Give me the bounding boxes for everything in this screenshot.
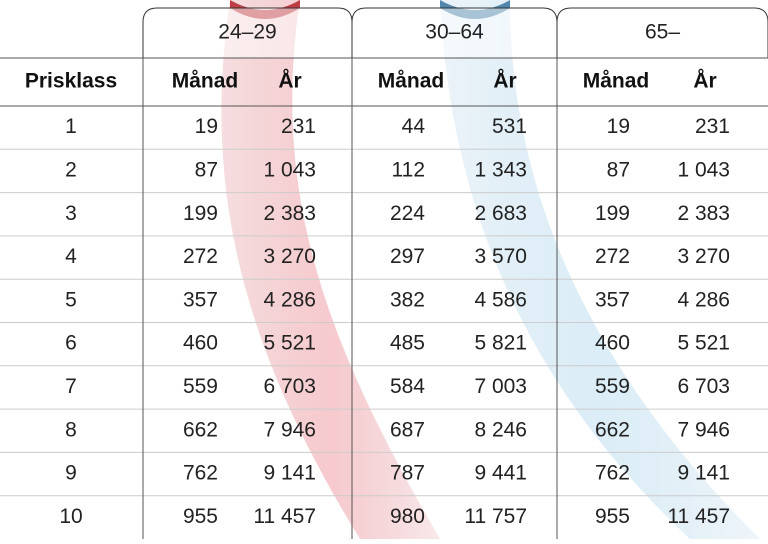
table-cell: 87 bbox=[607, 158, 630, 181]
background-decoration bbox=[221, 0, 440, 539]
table-cell: 9 bbox=[65, 462, 77, 485]
table-cell: 3 270 bbox=[677, 245, 730, 268]
table-cell: 6 703 bbox=[263, 375, 316, 398]
table-cell: 11 757 bbox=[464, 505, 527, 528]
table-cell: 357 bbox=[595, 288, 630, 311]
table-cell: 1 343 bbox=[474, 158, 527, 181]
table-cell: 5 521 bbox=[677, 332, 730, 355]
table-cell: 6 703 bbox=[677, 375, 730, 398]
table-cell: 9 441 bbox=[474, 462, 527, 485]
table-cell: 9 141 bbox=[677, 462, 730, 485]
table-cell: 460 bbox=[183, 332, 218, 355]
table-cell: 7 003 bbox=[474, 375, 527, 398]
table-cell: 584 bbox=[390, 375, 425, 398]
table-cell: 980 bbox=[390, 505, 425, 528]
column-header: År bbox=[493, 69, 516, 93]
background-decoration bbox=[440, 0, 760, 539]
table-cell: 272 bbox=[595, 245, 630, 268]
table-cell: 7 bbox=[65, 375, 77, 398]
table-cell: 2 bbox=[65, 158, 77, 181]
table-cell: 4 586 bbox=[474, 288, 527, 311]
column-header: År bbox=[693, 69, 716, 93]
table-cell: 1 043 bbox=[677, 158, 730, 181]
table-cell: 8 246 bbox=[474, 418, 527, 441]
table-cell: 955 bbox=[595, 505, 630, 528]
table-cell: 787 bbox=[390, 462, 425, 485]
table-cell: 662 bbox=[183, 418, 218, 441]
table-cell: 762 bbox=[595, 462, 630, 485]
table-cell: 231 bbox=[281, 115, 316, 138]
column-header: Månad bbox=[583, 70, 650, 93]
table-cell: 19 bbox=[195, 115, 218, 138]
table-cell: 531 bbox=[492, 115, 527, 138]
table-cell: 3 bbox=[65, 202, 77, 225]
table-cell: 224 bbox=[390, 202, 425, 225]
table-cell: 2 683 bbox=[474, 202, 527, 225]
table-cell: 2 383 bbox=[677, 202, 730, 225]
table-cell: 485 bbox=[390, 332, 425, 355]
table-cell: 272 bbox=[183, 245, 218, 268]
table-cell: 11 457 bbox=[253, 505, 316, 528]
table-cell: 9 141 bbox=[263, 462, 316, 485]
table-cell: 4 286 bbox=[677, 288, 730, 311]
table-cell: 559 bbox=[595, 375, 630, 398]
table-cell: 4 bbox=[65, 245, 77, 268]
group-tab bbox=[556, 7, 768, 58]
group-label: 30–64 bbox=[425, 21, 484, 44]
table-cell: 559 bbox=[183, 375, 218, 398]
table-cell: 44 bbox=[402, 115, 426, 138]
table-cell: 2 383 bbox=[263, 202, 316, 225]
group-tab bbox=[142, 7, 353, 58]
table-cell: 4 286 bbox=[263, 288, 316, 311]
table-cell: 199 bbox=[595, 202, 630, 225]
table-cell: 357 bbox=[183, 288, 218, 311]
table-cell: 5 821 bbox=[474, 332, 527, 355]
table-cell: 5 bbox=[65, 288, 77, 311]
table-cell: 6 bbox=[65, 332, 77, 355]
table-cell: 5 521 bbox=[263, 332, 316, 355]
table-cell: 7 946 bbox=[677, 418, 730, 441]
table-cell: 8 bbox=[65, 418, 77, 441]
table-cell: 687 bbox=[390, 418, 425, 441]
table-cell: 19 bbox=[607, 115, 630, 138]
column-header: Prisklass bbox=[25, 70, 117, 93]
table-cell: 1 bbox=[65, 115, 77, 138]
group-tab bbox=[351, 7, 558, 58]
table-cell: 297 bbox=[390, 245, 425, 268]
table-cell: 1 043 bbox=[263, 158, 316, 181]
table-cell: 460 bbox=[595, 332, 630, 355]
table-cell: 7 946 bbox=[263, 418, 316, 441]
column-header: Månad bbox=[378, 70, 445, 93]
group-label: 24–29 bbox=[218, 21, 276, 44]
table-cell: 955 bbox=[183, 505, 218, 528]
table-cell: 231 bbox=[695, 115, 730, 138]
table-cell: 87 bbox=[195, 158, 218, 181]
table-cell: 762 bbox=[183, 462, 218, 485]
table-cell: 3 270 bbox=[263, 245, 316, 268]
table-cell: 382 bbox=[390, 288, 425, 311]
table-cell: 11 457 bbox=[667, 505, 730, 528]
group-label: 65– bbox=[645, 21, 680, 44]
column-header: År bbox=[278, 69, 301, 93]
table-cell: 112 bbox=[392, 158, 425, 181]
table-cell: 10 bbox=[59, 505, 82, 528]
table-cell: 3 570 bbox=[474, 245, 527, 268]
table-cell: 199 bbox=[183, 202, 218, 225]
column-header: Månad bbox=[172, 70, 239, 93]
table-cell: 662 bbox=[595, 418, 630, 441]
